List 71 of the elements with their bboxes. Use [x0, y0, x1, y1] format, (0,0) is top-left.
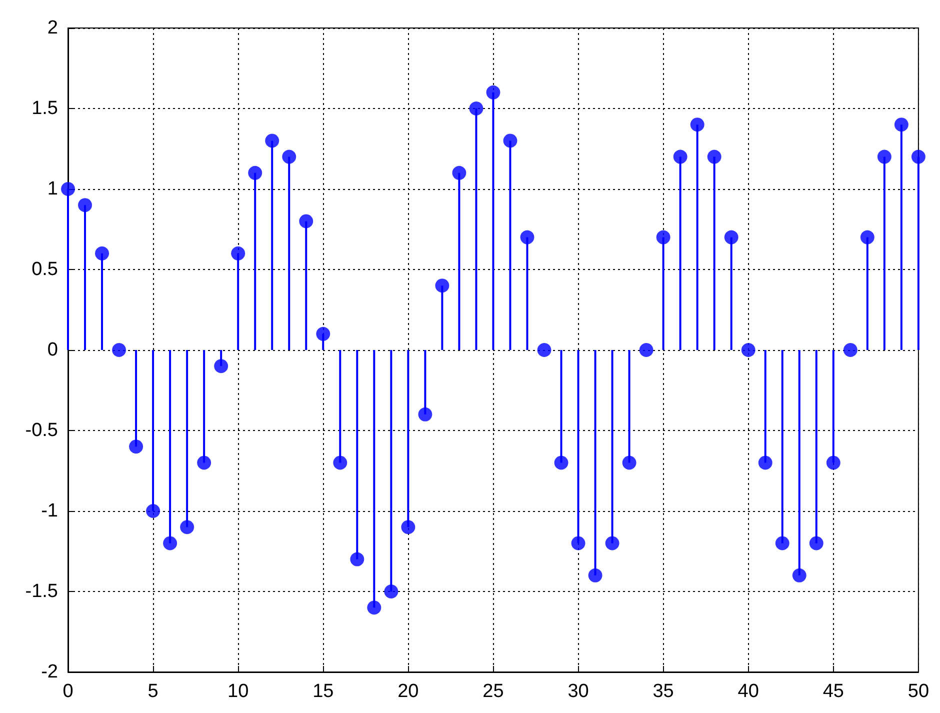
point	[622, 456, 636, 470]
x-tick-label: 10	[228, 681, 249, 702]
y-tick-label: 0.5	[32, 259, 58, 280]
y-tick-label: -2	[41, 662, 58, 682]
point	[146, 504, 160, 518]
point	[758, 456, 772, 470]
point	[724, 230, 738, 244]
y-tick-label: -1	[41, 500, 58, 522]
point	[656, 230, 670, 244]
point	[775, 536, 790, 550]
point	[809, 536, 824, 550]
point	[588, 568, 602, 582]
y-tick-label: -0.5	[25, 420, 58, 441]
point	[231, 246, 246, 260]
point	[503, 134, 518, 148]
point	[350, 552, 364, 566]
point	[605, 536, 620, 550]
point	[401, 520, 416, 534]
point	[333, 456, 348, 470]
x-tick-label: 35	[652, 681, 674, 702]
point	[469, 102, 484, 116]
point	[707, 150, 722, 164]
point	[367, 600, 382, 615]
x-tick-label: 30	[568, 681, 589, 702]
point	[571, 536, 586, 550]
point	[248, 166, 262, 180]
point	[792, 568, 806, 582]
point	[282, 150, 296, 164]
point	[163, 536, 178, 550]
point	[180, 520, 194, 534]
x-tick-label: 15	[312, 681, 334, 702]
point	[826, 456, 840, 470]
x-tick-label: 40	[738, 681, 759, 702]
point	[741, 343, 756, 357]
point	[911, 150, 926, 164]
x-tick-label: 25	[482, 681, 504, 702]
y-tick-label: -1.5	[25, 581, 58, 602]
x-tick-label: 5	[148, 681, 158, 702]
point	[486, 85, 500, 100]
point	[435, 278, 450, 293]
x-tick-label: 50	[908, 681, 930, 702]
point	[690, 118, 704, 132]
point	[112, 343, 126, 357]
point	[877, 150, 892, 164]
point	[537, 343, 552, 357]
point	[316, 326, 330, 341]
point	[894, 118, 908, 132]
y-tick-label: 1	[47, 178, 58, 200]
point	[520, 230, 534, 244]
point	[554, 456, 568, 470]
point	[265, 134, 280, 148]
point	[61, 182, 75, 196]
y-tick-label: 1.5	[32, 98, 58, 119]
y-tick-label: 2	[47, 18, 58, 38]
point	[843, 343, 858, 357]
point	[129, 440, 144, 454]
point	[418, 407, 432, 422]
point	[673, 150, 688, 164]
point	[860, 230, 874, 244]
point	[214, 359, 228, 374]
x-tick-label: 20	[398, 681, 419, 702]
point	[78, 198, 92, 212]
x-tick-label: 0	[62, 681, 74, 702]
y-tick-label: 0	[47, 340, 58, 360]
point	[197, 456, 212, 470]
point	[95, 246, 110, 260]
point	[639, 343, 654, 357]
x-tick-label: 45	[822, 681, 844, 702]
point	[299, 214, 314, 228]
point	[452, 166, 466, 180]
point	[384, 584, 398, 598]
